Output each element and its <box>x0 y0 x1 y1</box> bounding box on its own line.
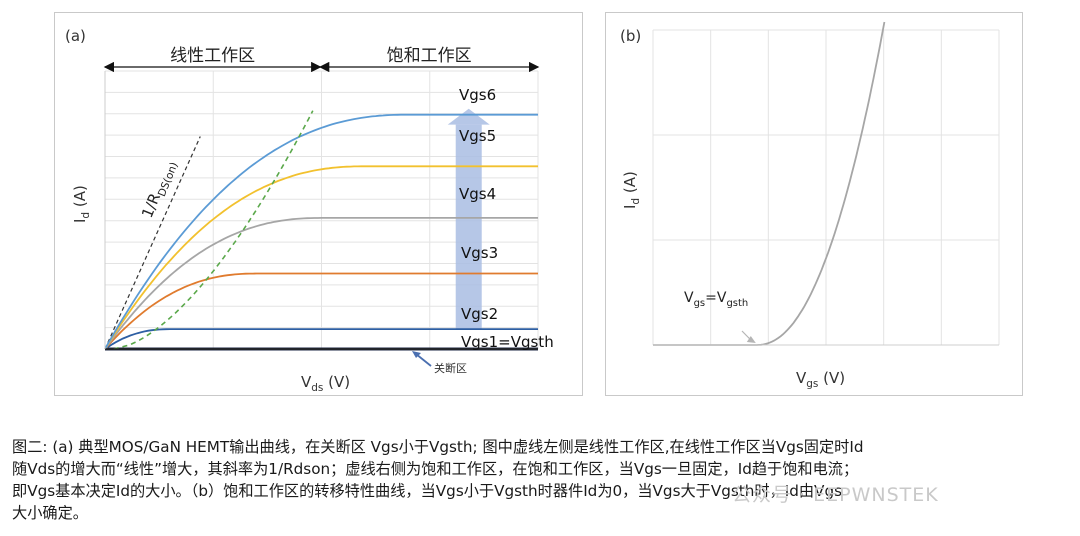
caption-line: 随Vds的增大而“线性”增大，其斜率为1/Rdson；虚线右侧为饱和工作区，在饱… <box>12 460 859 478</box>
series-label-vgs6: Vgs6 <box>459 86 496 104</box>
y-axis-title: Id (A) <box>621 171 642 209</box>
series-label-vgs5: Vgs5 <box>459 127 496 145</box>
series-line-vgs4 <box>104 216 538 350</box>
threshold-annotation-label: Vgs=Vgsth <box>684 290 748 309</box>
linear-region-label: 线性工作区 <box>170 46 255 66</box>
series-label-vgs2: Vgs2 <box>461 305 498 323</box>
series-label-vgs4: Vgs4 <box>459 185 496 203</box>
saturation-boundary-line <box>113 110 314 350</box>
transfer-characteristics-chart: (b) Vgs=Vgsth Vgs (V) Id (A) <box>620 21 1000 390</box>
rdson-slope-label: 1/RDS(on) <box>138 157 181 222</box>
chart-panel-b: (b) Vgs=Vgsth Vgs (V) Id (A) <box>605 12 1023 396</box>
x-axis-title: Vgs (V) <box>796 369 845 390</box>
caption-line: 即Vgs基本决定Id的大小。（b）饱和工作区的转移特性曲线，当Vgs小于Vgst… <box>12 482 843 500</box>
saturation-region-label: 饱和工作区 <box>387 46 472 66</box>
output-characteristics-chart: 线性工作区 饱和工作区 (a) Vgs1=Vgsth Vgs2 Vgs3 Vgs4 Vgs5 V… <box>65 27 554 394</box>
cutoff-pointer-line <box>415 353 432 367</box>
figure-caption: 图二: (a) 典型MOS/GaN HEMT输出曲线，在关断区 Vgs小于Vgs… <box>12 436 1072 524</box>
x-axis-title: Vds (V) <box>301 373 350 394</box>
caption-line: 图二: (a) 典型MOS/GaN HEMT输出曲线，在关断区 Vgs小于Vgs… <box>12 438 864 456</box>
y-axis-title: Id (A) <box>71 185 92 223</box>
vgs-increase-arrow-head <box>447 108 490 125</box>
series-label-vgs3: Vgs3 <box>461 244 498 262</box>
panel-label-a: (a) <box>65 27 86 45</box>
chart-panel-a: 线性工作区 饱和工作区 (a) Vgs1=Vgsth Vgs2 Vgs3 Vgs4 Vgs5 V… <box>54 12 583 396</box>
watermark: 公众号 · EEPWNSTEK <box>732 484 939 506</box>
cutoff-pointer-head <box>412 351 421 358</box>
series-line-vgs6 <box>104 113 538 350</box>
panel-label-b: (b) <box>620 27 641 45</box>
rdson-tangent-line <box>104 136 201 350</box>
vgs-increase-arrow-body <box>455 124 482 330</box>
cutoff-region-label: 关断区 <box>434 361 467 375</box>
threshold-pointer-head <box>746 336 756 343</box>
caption-line: 大小确定。 <box>12 504 88 522</box>
series-label-vgs1-vgsth: Vgs1=Vgsth <box>461 333 554 351</box>
series-line-vgs2 <box>104 328 538 350</box>
grid <box>652 29 1000 346</box>
series-line-vgs5 <box>104 165 538 350</box>
series-line-vgs3 <box>104 272 538 350</box>
